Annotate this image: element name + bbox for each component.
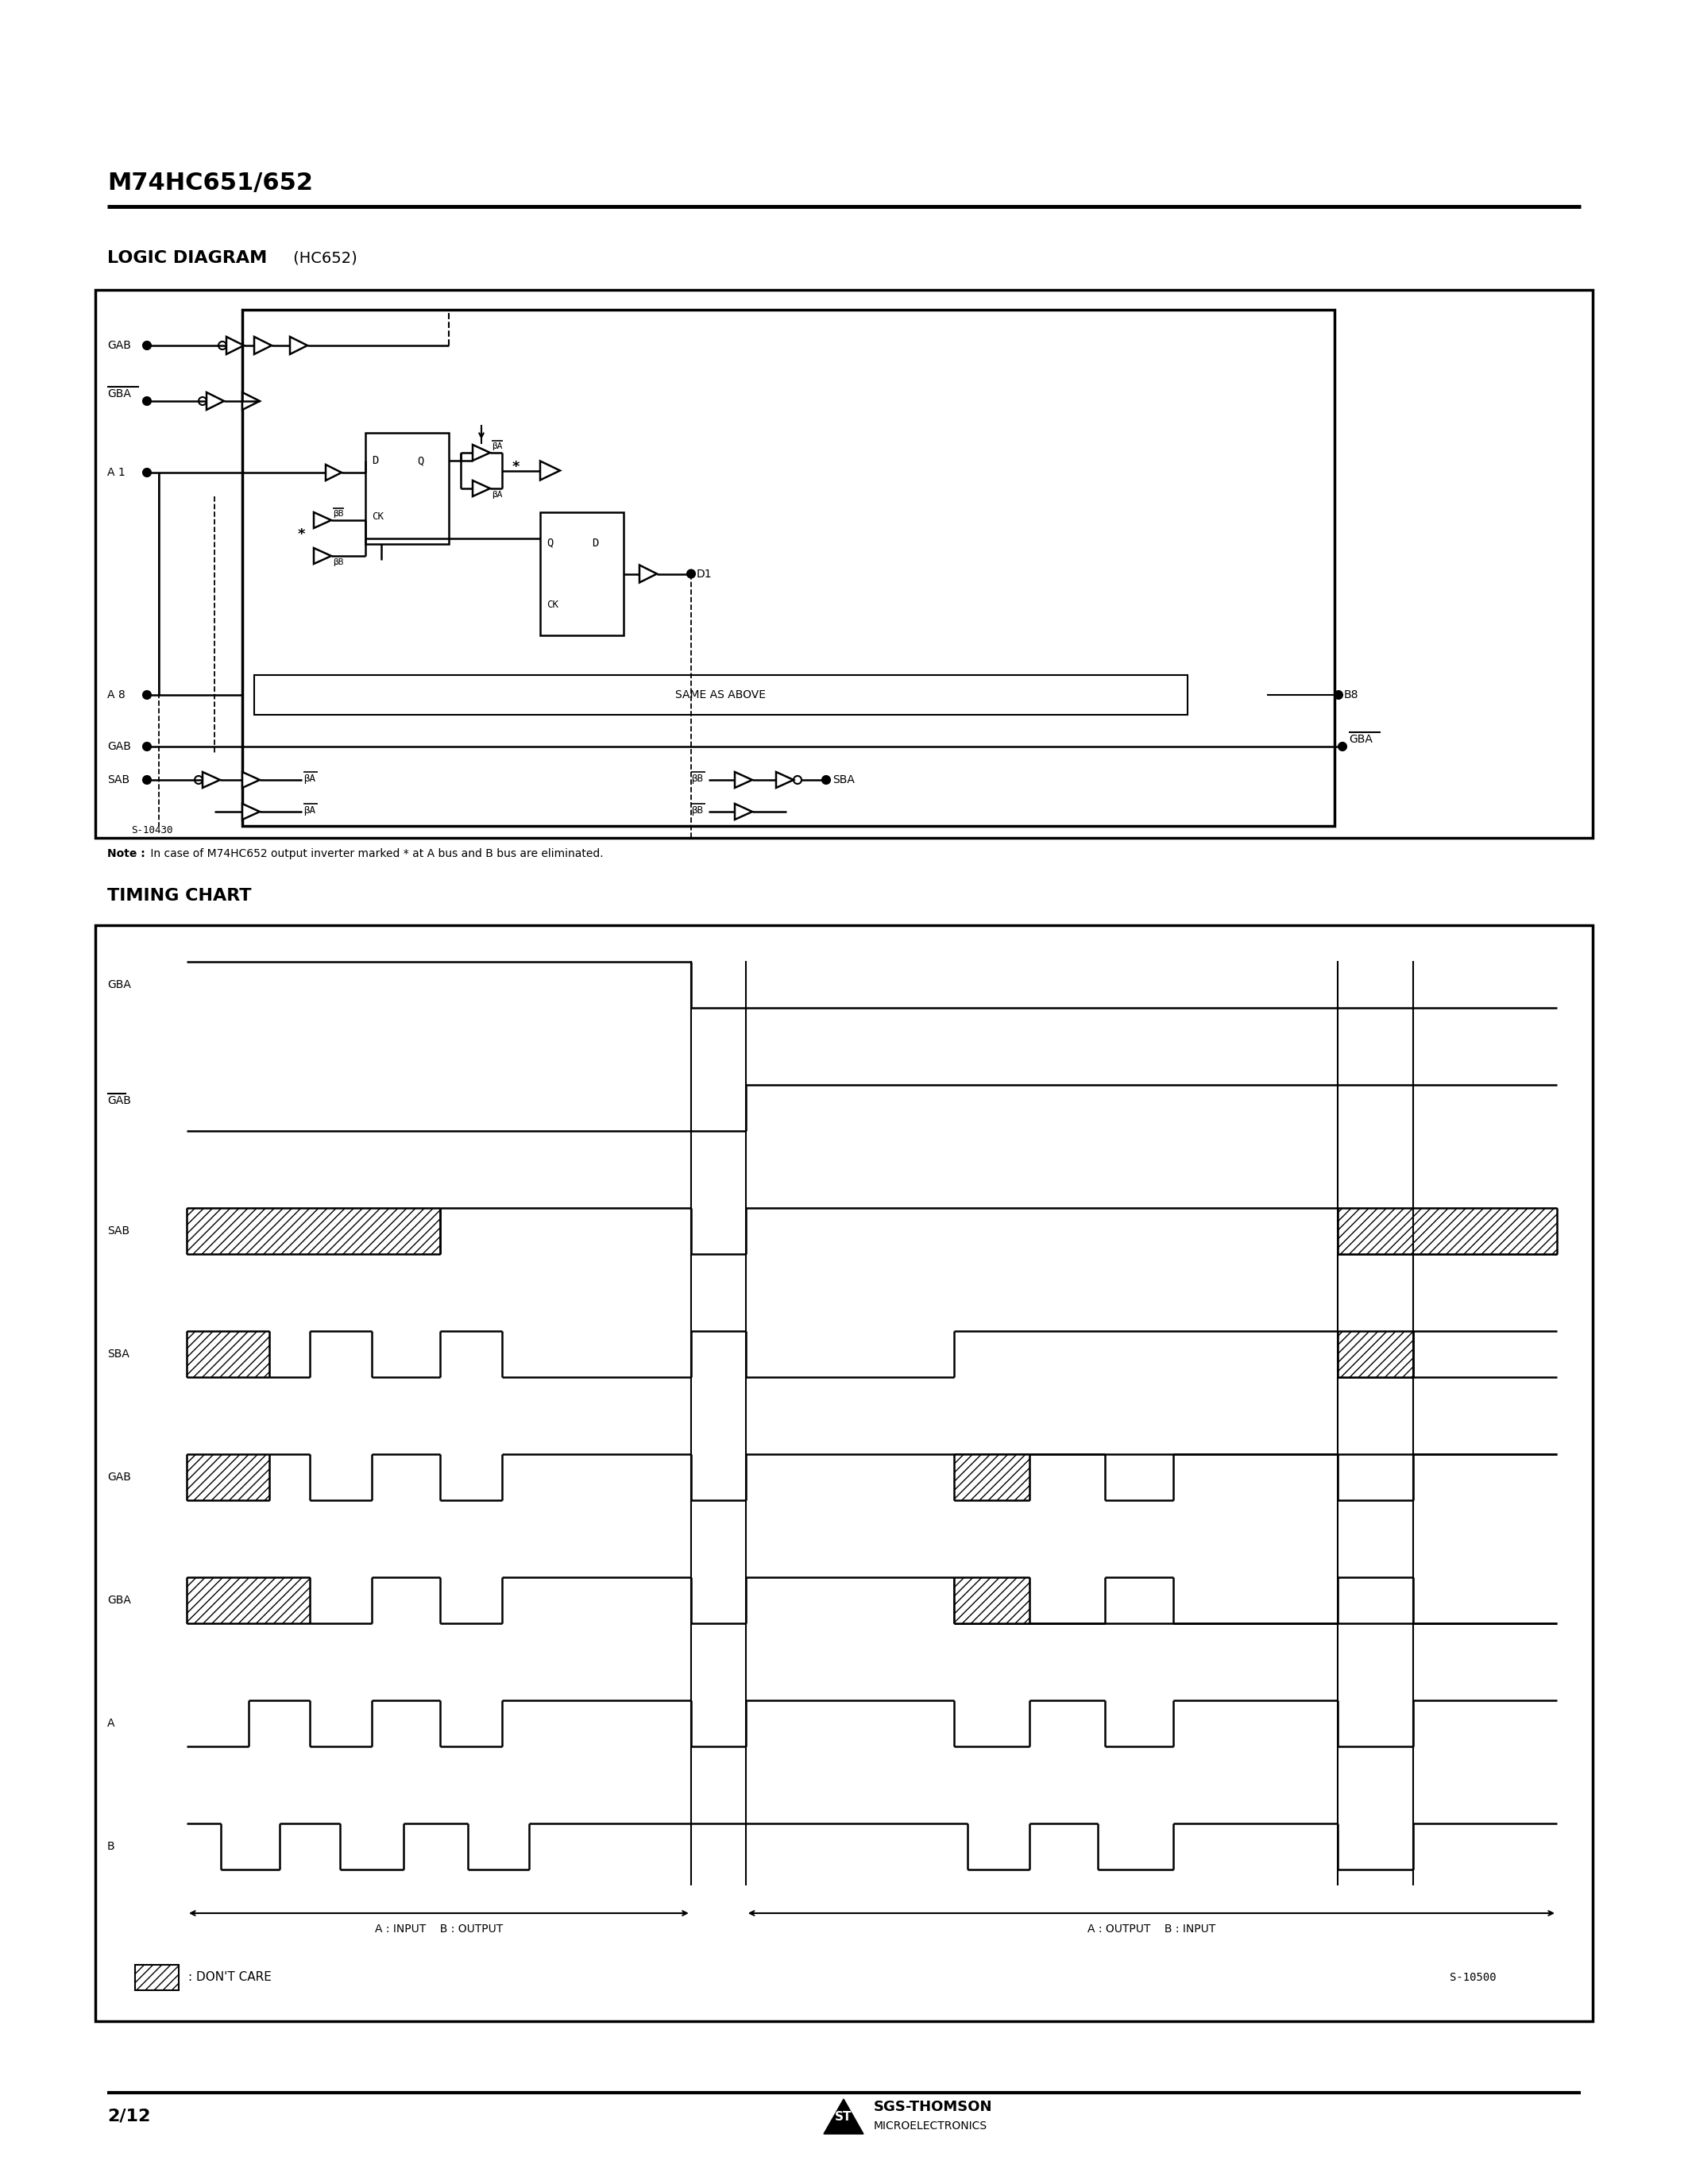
Bar xyxy=(540,513,623,636)
Circle shape xyxy=(143,775,150,784)
Text: GBA: GBA xyxy=(108,1594,132,1605)
Text: : DON'T CARE: : DON'T CARE xyxy=(189,1972,272,1983)
Polygon shape xyxy=(473,446,490,461)
Text: M74HC651/652: M74HC651/652 xyxy=(108,170,312,194)
Text: GAB: GAB xyxy=(108,341,132,352)
Polygon shape xyxy=(473,480,490,496)
Text: ST: ST xyxy=(836,2110,852,2123)
Text: A : OUTPUT    B : INPUT: A : OUTPUT B : INPUT xyxy=(1087,1924,1215,1935)
Text: D: D xyxy=(592,537,599,548)
Bar xyxy=(95,290,1593,839)
Polygon shape xyxy=(290,336,307,354)
Text: GBA: GBA xyxy=(108,389,132,400)
Polygon shape xyxy=(243,804,260,819)
Circle shape xyxy=(822,775,830,784)
Bar xyxy=(1337,1208,1556,1254)
Polygon shape xyxy=(776,771,793,788)
Text: S-10500: S-10500 xyxy=(1450,1972,1496,1983)
Circle shape xyxy=(1339,743,1347,751)
Text: GAB: GAB xyxy=(108,740,132,751)
Polygon shape xyxy=(203,771,219,788)
Text: In case of M74HC652 output inverter marked * at A bus and B bus are eliminated.: In case of M74HC652 output inverter mark… xyxy=(147,847,603,858)
Bar xyxy=(95,926,1593,2020)
Text: βA: βA xyxy=(304,806,316,815)
Text: A 8: A 8 xyxy=(108,690,125,701)
Text: SAB: SAB xyxy=(108,775,130,786)
Text: SBA: SBA xyxy=(108,1348,130,1361)
Bar xyxy=(954,1577,1030,1623)
Bar xyxy=(255,675,1188,714)
Text: B: B xyxy=(108,1841,115,1852)
Text: MICROELECTRONICS: MICROELECTRONICS xyxy=(874,2121,987,2132)
Bar xyxy=(135,1966,179,1990)
Text: D: D xyxy=(371,454,378,465)
Text: βB: βB xyxy=(690,773,702,784)
Bar xyxy=(187,1208,441,1254)
Polygon shape xyxy=(314,513,331,529)
Bar xyxy=(187,1330,268,1378)
Text: βA: βA xyxy=(491,491,503,498)
Text: A: A xyxy=(108,1719,115,1730)
Text: TIMING CHART: TIMING CHART xyxy=(108,889,252,904)
Text: GAB: GAB xyxy=(108,1094,132,1107)
Polygon shape xyxy=(206,393,225,411)
Bar xyxy=(187,1577,311,1623)
Text: SAME AS ABOVE: SAME AS ABOVE xyxy=(675,690,766,701)
Polygon shape xyxy=(226,336,243,354)
Text: Q: Q xyxy=(417,454,424,465)
Text: βA: βA xyxy=(491,443,503,450)
Text: CK: CK xyxy=(371,511,383,522)
Text: GBA: GBA xyxy=(108,978,132,989)
Text: SGS-THOMSON: SGS-THOMSON xyxy=(874,2099,993,2114)
Bar xyxy=(243,310,1335,826)
Circle shape xyxy=(143,341,150,349)
Polygon shape xyxy=(734,771,753,788)
Text: βB: βB xyxy=(333,509,344,518)
Polygon shape xyxy=(734,804,753,819)
Circle shape xyxy=(143,470,150,476)
Circle shape xyxy=(143,690,150,699)
Text: A 1: A 1 xyxy=(108,467,125,478)
Text: *: * xyxy=(297,526,306,542)
Text: βA: βA xyxy=(304,773,316,784)
Polygon shape xyxy=(640,566,657,583)
Text: B8: B8 xyxy=(1344,690,1359,701)
Polygon shape xyxy=(540,461,560,480)
Text: A : INPUT    B : OUTPUT: A : INPUT B : OUTPUT xyxy=(375,1924,503,1935)
Text: Note :: Note : xyxy=(108,847,145,858)
Text: SAB: SAB xyxy=(108,1225,130,1236)
Bar xyxy=(954,1455,1030,1500)
Text: (HC652): (HC652) xyxy=(289,251,358,266)
Circle shape xyxy=(143,743,150,751)
Polygon shape xyxy=(243,393,260,411)
Text: SBA: SBA xyxy=(832,775,854,786)
Circle shape xyxy=(1335,690,1342,699)
Text: Q: Q xyxy=(547,537,554,548)
Polygon shape xyxy=(824,2099,864,2134)
Polygon shape xyxy=(314,548,331,563)
Polygon shape xyxy=(326,465,341,480)
Circle shape xyxy=(687,570,695,579)
Bar xyxy=(187,1455,268,1500)
Text: βB: βB xyxy=(690,806,702,815)
Text: D1: D1 xyxy=(697,568,712,579)
Text: 2/12: 2/12 xyxy=(108,2108,150,2125)
Text: LOGIC DIAGRAM: LOGIC DIAGRAM xyxy=(108,251,267,266)
Polygon shape xyxy=(255,336,272,354)
Polygon shape xyxy=(243,771,260,788)
Text: βB: βB xyxy=(333,559,344,566)
Text: *: * xyxy=(513,459,520,474)
Circle shape xyxy=(143,397,150,404)
Text: GAB: GAB xyxy=(108,1472,132,1483)
Text: S-10430: S-10430 xyxy=(132,826,172,834)
Bar xyxy=(365,432,449,544)
Text: GBA: GBA xyxy=(1349,734,1372,745)
Bar xyxy=(1337,1330,1413,1378)
Text: CK: CK xyxy=(547,598,559,609)
